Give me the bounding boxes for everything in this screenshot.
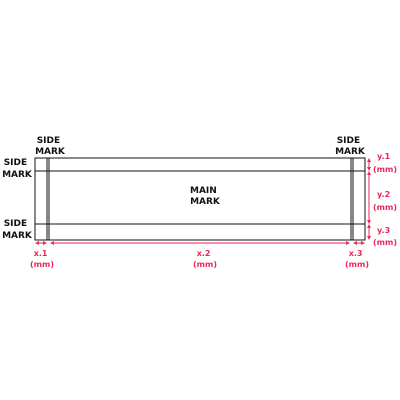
x1-arrowhead-left xyxy=(35,241,39,245)
y1-dimension-label: y.1 (mm) xyxy=(373,152,397,174)
x2-arrowhead-right xyxy=(346,241,350,245)
side-mark-left-lower: SIDE MARK xyxy=(2,219,33,241)
y2-dimension-label: y.2 (mm) xyxy=(373,190,397,212)
x2-dimension-label: x.2 (mm) xyxy=(193,249,217,269)
package-outline xyxy=(34,157,366,241)
side-mark-top-left: SIDE MARK xyxy=(35,136,66,157)
x3-arrowhead-left xyxy=(353,241,357,245)
outer-rectangle xyxy=(34,157,366,241)
x1-arrowhead-right xyxy=(43,241,47,245)
y1-arrowhead-top xyxy=(367,158,371,162)
x3-arrowhead-right xyxy=(361,241,365,245)
y3-dimension-label: y.3 (mm) xyxy=(373,226,397,247)
y2-arrowhead-top xyxy=(367,171,371,175)
x1-dimension-label: x.1 (mm) xyxy=(30,249,54,269)
side-mark-top-right: SIDE MARK xyxy=(335,136,366,157)
x2-arrowhead-left xyxy=(50,241,54,245)
side-mark-left-upper: SIDE MARK xyxy=(2,158,33,180)
vertical-dimension-line xyxy=(367,158,371,240)
y3-arrowhead-bottom xyxy=(367,236,371,240)
y1-arrowhead-bottom xyxy=(367,167,371,171)
x3-dimension-label: x.3 (mm) xyxy=(345,249,369,269)
main-mark: MAIN MARK xyxy=(190,186,221,207)
horizontal-dimension-line xyxy=(35,241,365,245)
y2-arrowhead-bottom xyxy=(367,220,371,224)
y3-arrowhead-top xyxy=(367,224,371,228)
